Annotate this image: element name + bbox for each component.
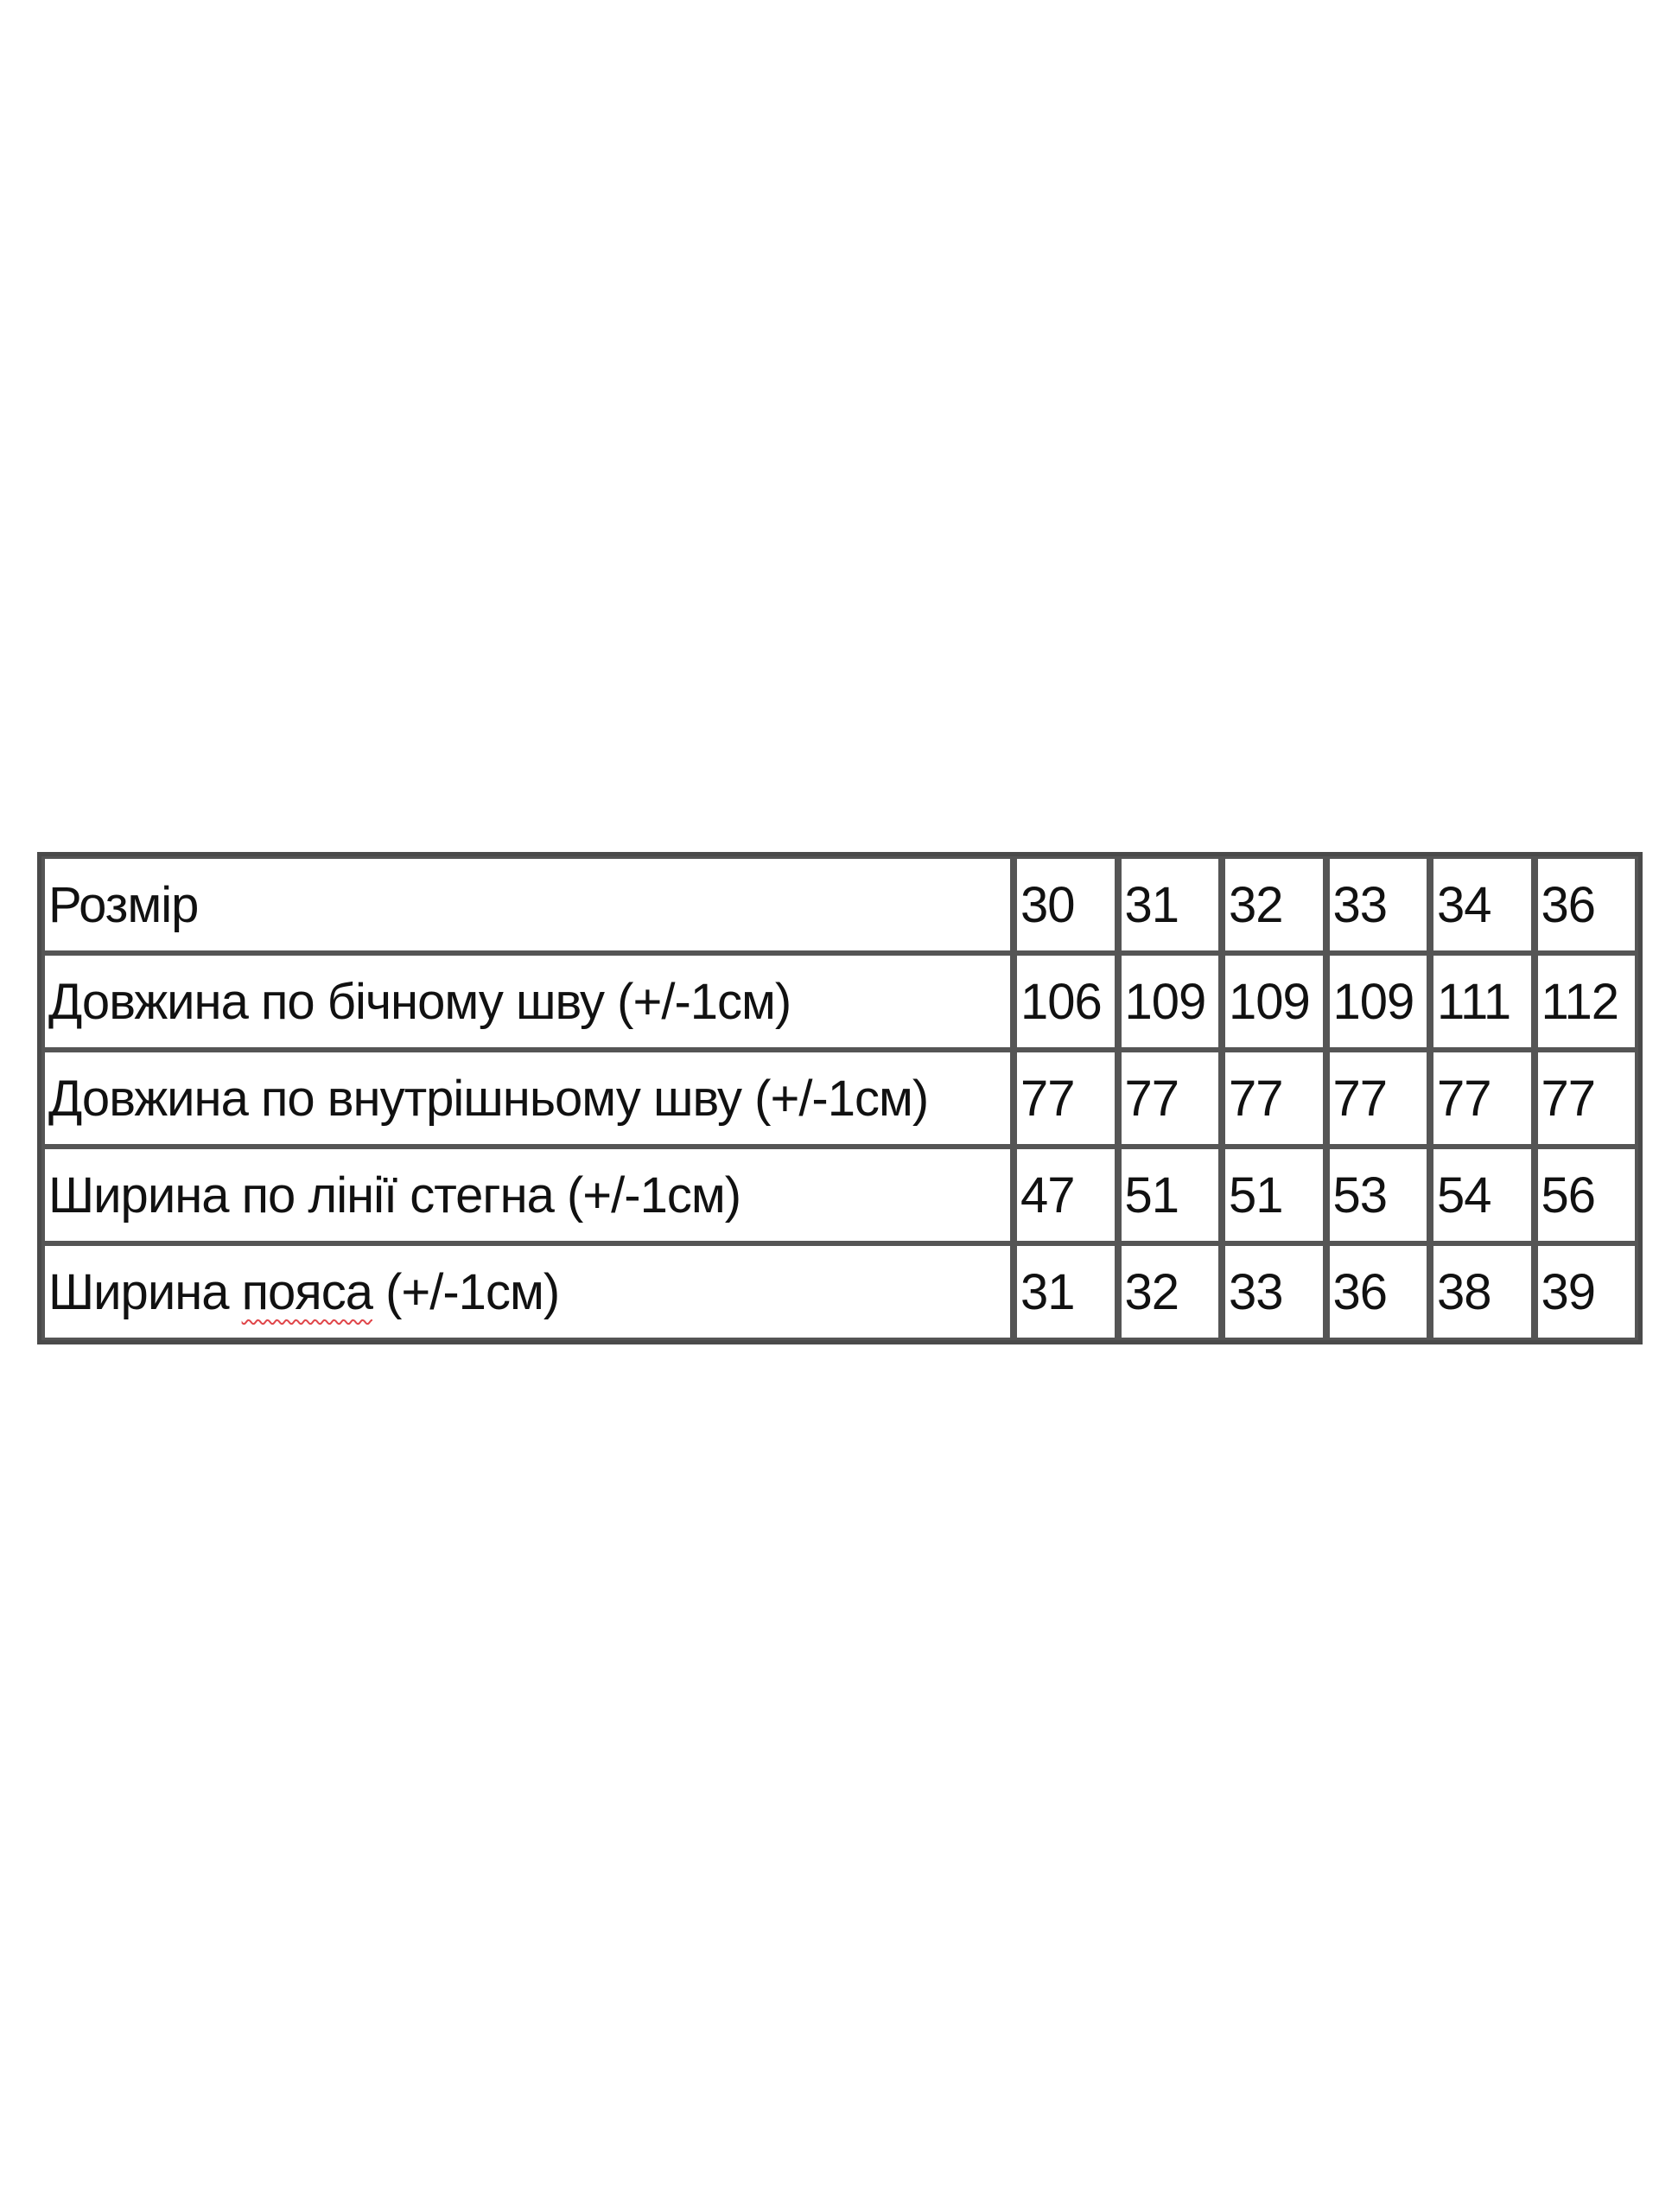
size-cell: 30 bbox=[1014, 856, 1118, 953]
row-label: Довжина по бічному шву (+/-1см) bbox=[41, 953, 1014, 1050]
spellcheck-flagged-word: пояса bbox=[241, 1263, 373, 1320]
label-part: Ширина bbox=[48, 1263, 242, 1320]
label-part: (+/-1см) bbox=[372, 1263, 560, 1320]
table-row: Ширина по лінії стегна (+/-1см) 47 51 51… bbox=[41, 1147, 1638, 1243]
value-cell: 54 bbox=[1430, 1147, 1535, 1243]
value-cell: 51 bbox=[1222, 1147, 1326, 1243]
value-cell: 77 bbox=[1430, 1050, 1535, 1147]
value-cell: 77 bbox=[1117, 1050, 1222, 1147]
size-chart-table: Розмір 30 31 32 33 34 36 Довжина по бічн… bbox=[37, 852, 1643, 1344]
value-cell: 38 bbox=[1430, 1243, 1535, 1340]
value-cell: 51 bbox=[1117, 1147, 1222, 1243]
value-cell: 111 bbox=[1430, 953, 1535, 1050]
row-label: Довжина по внутрішньому шву (+/-1см) bbox=[41, 1050, 1014, 1147]
table-row: Ширина пояса (+/-1см) 31 32 33 36 38 39 bbox=[41, 1243, 1638, 1340]
value-cell: 109 bbox=[1117, 953, 1222, 1050]
row-label: Розмір bbox=[41, 856, 1014, 953]
value-cell: 109 bbox=[1222, 953, 1326, 1050]
size-cell: 36 bbox=[1534, 856, 1638, 953]
value-cell: 39 bbox=[1534, 1243, 1638, 1340]
value-cell: 77 bbox=[1014, 1050, 1118, 1147]
value-cell: 77 bbox=[1534, 1050, 1638, 1147]
value-cell: 32 bbox=[1117, 1243, 1222, 1340]
value-cell: 47 bbox=[1014, 1147, 1118, 1243]
value-cell: 36 bbox=[1325, 1243, 1430, 1340]
value-cell: 31 bbox=[1014, 1243, 1118, 1340]
value-cell: 33 bbox=[1222, 1243, 1326, 1340]
size-cell: 34 bbox=[1430, 856, 1535, 953]
size-cell: 33 bbox=[1325, 856, 1430, 953]
value-cell: 77 bbox=[1325, 1050, 1430, 1147]
size-cell: 31 bbox=[1117, 856, 1222, 953]
table-row-size: Розмір 30 31 32 33 34 36 bbox=[41, 856, 1638, 953]
value-cell: 106 bbox=[1014, 953, 1118, 1050]
row-label: Ширина по лінії стегна (+/-1см) bbox=[41, 1147, 1014, 1243]
row-label: Ширина пояса (+/-1см) bbox=[41, 1243, 1014, 1340]
value-cell: 112 bbox=[1534, 953, 1638, 1050]
value-cell: 109 bbox=[1325, 953, 1430, 1050]
size-cell: 32 bbox=[1222, 856, 1326, 953]
value-cell: 53 bbox=[1325, 1147, 1430, 1243]
value-cell: 56 bbox=[1534, 1147, 1638, 1243]
value-cell: 77 bbox=[1222, 1050, 1326, 1147]
table-row: Довжина по внутрішньому шву (+/-1см) 77 … bbox=[41, 1050, 1638, 1147]
table-row: Довжина по бічному шву (+/-1см) 106 109 … bbox=[41, 953, 1638, 1050]
